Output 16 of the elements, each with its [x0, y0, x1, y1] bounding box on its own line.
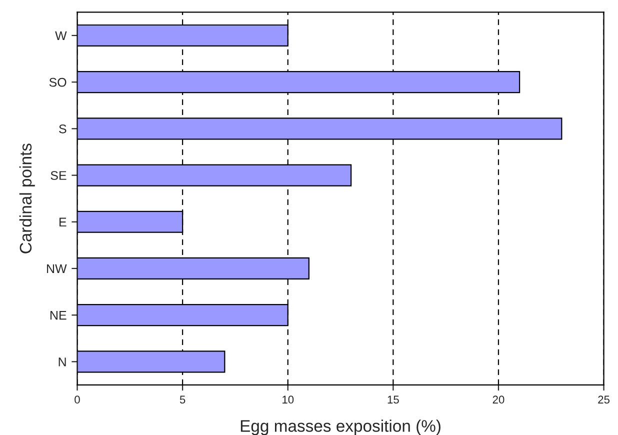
y-tick-label: N	[58, 358, 66, 366]
x-tick-label: 10	[282, 396, 294, 404]
y-axis-title: Cardinal points	[19, 144, 35, 254]
y-tick-label: SE	[50, 171, 66, 180]
y-tick-label: S	[59, 124, 66, 134]
y-tick-label: NW	[47, 264, 67, 274]
x-tick-label: 25	[598, 396, 610, 404]
x-tick-label: 0	[74, 396, 80, 404]
y-tick-label: E	[60, 218, 66, 226]
x-axis-title: Egg masses exposition (%)	[240, 420, 440, 435]
y-tick-label: SO	[49, 78, 66, 87]
y-tick-label: NE	[50, 311, 66, 320]
x-tick-label: 5	[180, 396, 186, 404]
x-tick-label: 15	[388, 396, 399, 404]
y-tick-label: W	[55, 31, 67, 40]
x-tick-label: 20	[492, 396, 504, 404]
